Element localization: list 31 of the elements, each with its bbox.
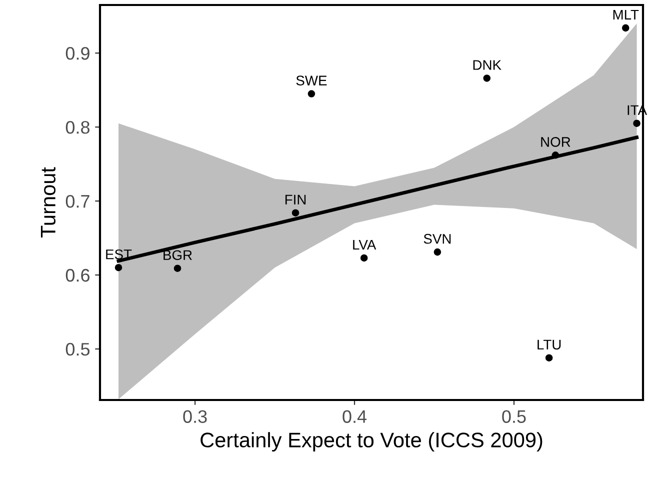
y-tick-label: 0.9 [66, 47, 90, 60]
point [308, 90, 316, 98]
annotation: FIN [285, 194, 306, 204]
point [434, 248, 442, 256]
y-tick-label: 0.5 [66, 342, 90, 356]
annotation: LTU [538, 340, 561, 350]
annotation: LVA [353, 240, 376, 250]
annotation: SWE [296, 76, 327, 86]
point [483, 74, 491, 82]
annotation: MLT [613, 10, 639, 20]
y-tick-label: 0.8 [66, 120, 90, 134]
annotation: SVN [424, 234, 451, 244]
point [622, 24, 630, 32]
annotation: EST [106, 249, 132, 260]
point [360, 254, 368, 262]
point [174, 264, 182, 272]
point [633, 120, 640, 127]
x-tick-label: 0.3 [183, 410, 207, 423]
point [545, 354, 553, 362]
annotation: DNK [473, 60, 502, 70]
y-tick-label: 0.6 [66, 268, 90, 282]
x-tick-label: 0.4 [342, 410, 367, 423]
point [552, 152, 560, 159]
x-tick-label: 0.5 [502, 410, 526, 423]
y-tick-label: 0.7 [66, 194, 90, 208]
annotation: NOR [541, 137, 570, 147]
point [114, 264, 122, 272]
point [292, 209, 300, 216]
x-axis-title: Certainly Expect to Vote (ICCS 2009) [200, 432, 542, 452]
y-axis-title: Turnout [40, 167, 56, 238]
annotation: BGR [164, 250, 192, 260]
